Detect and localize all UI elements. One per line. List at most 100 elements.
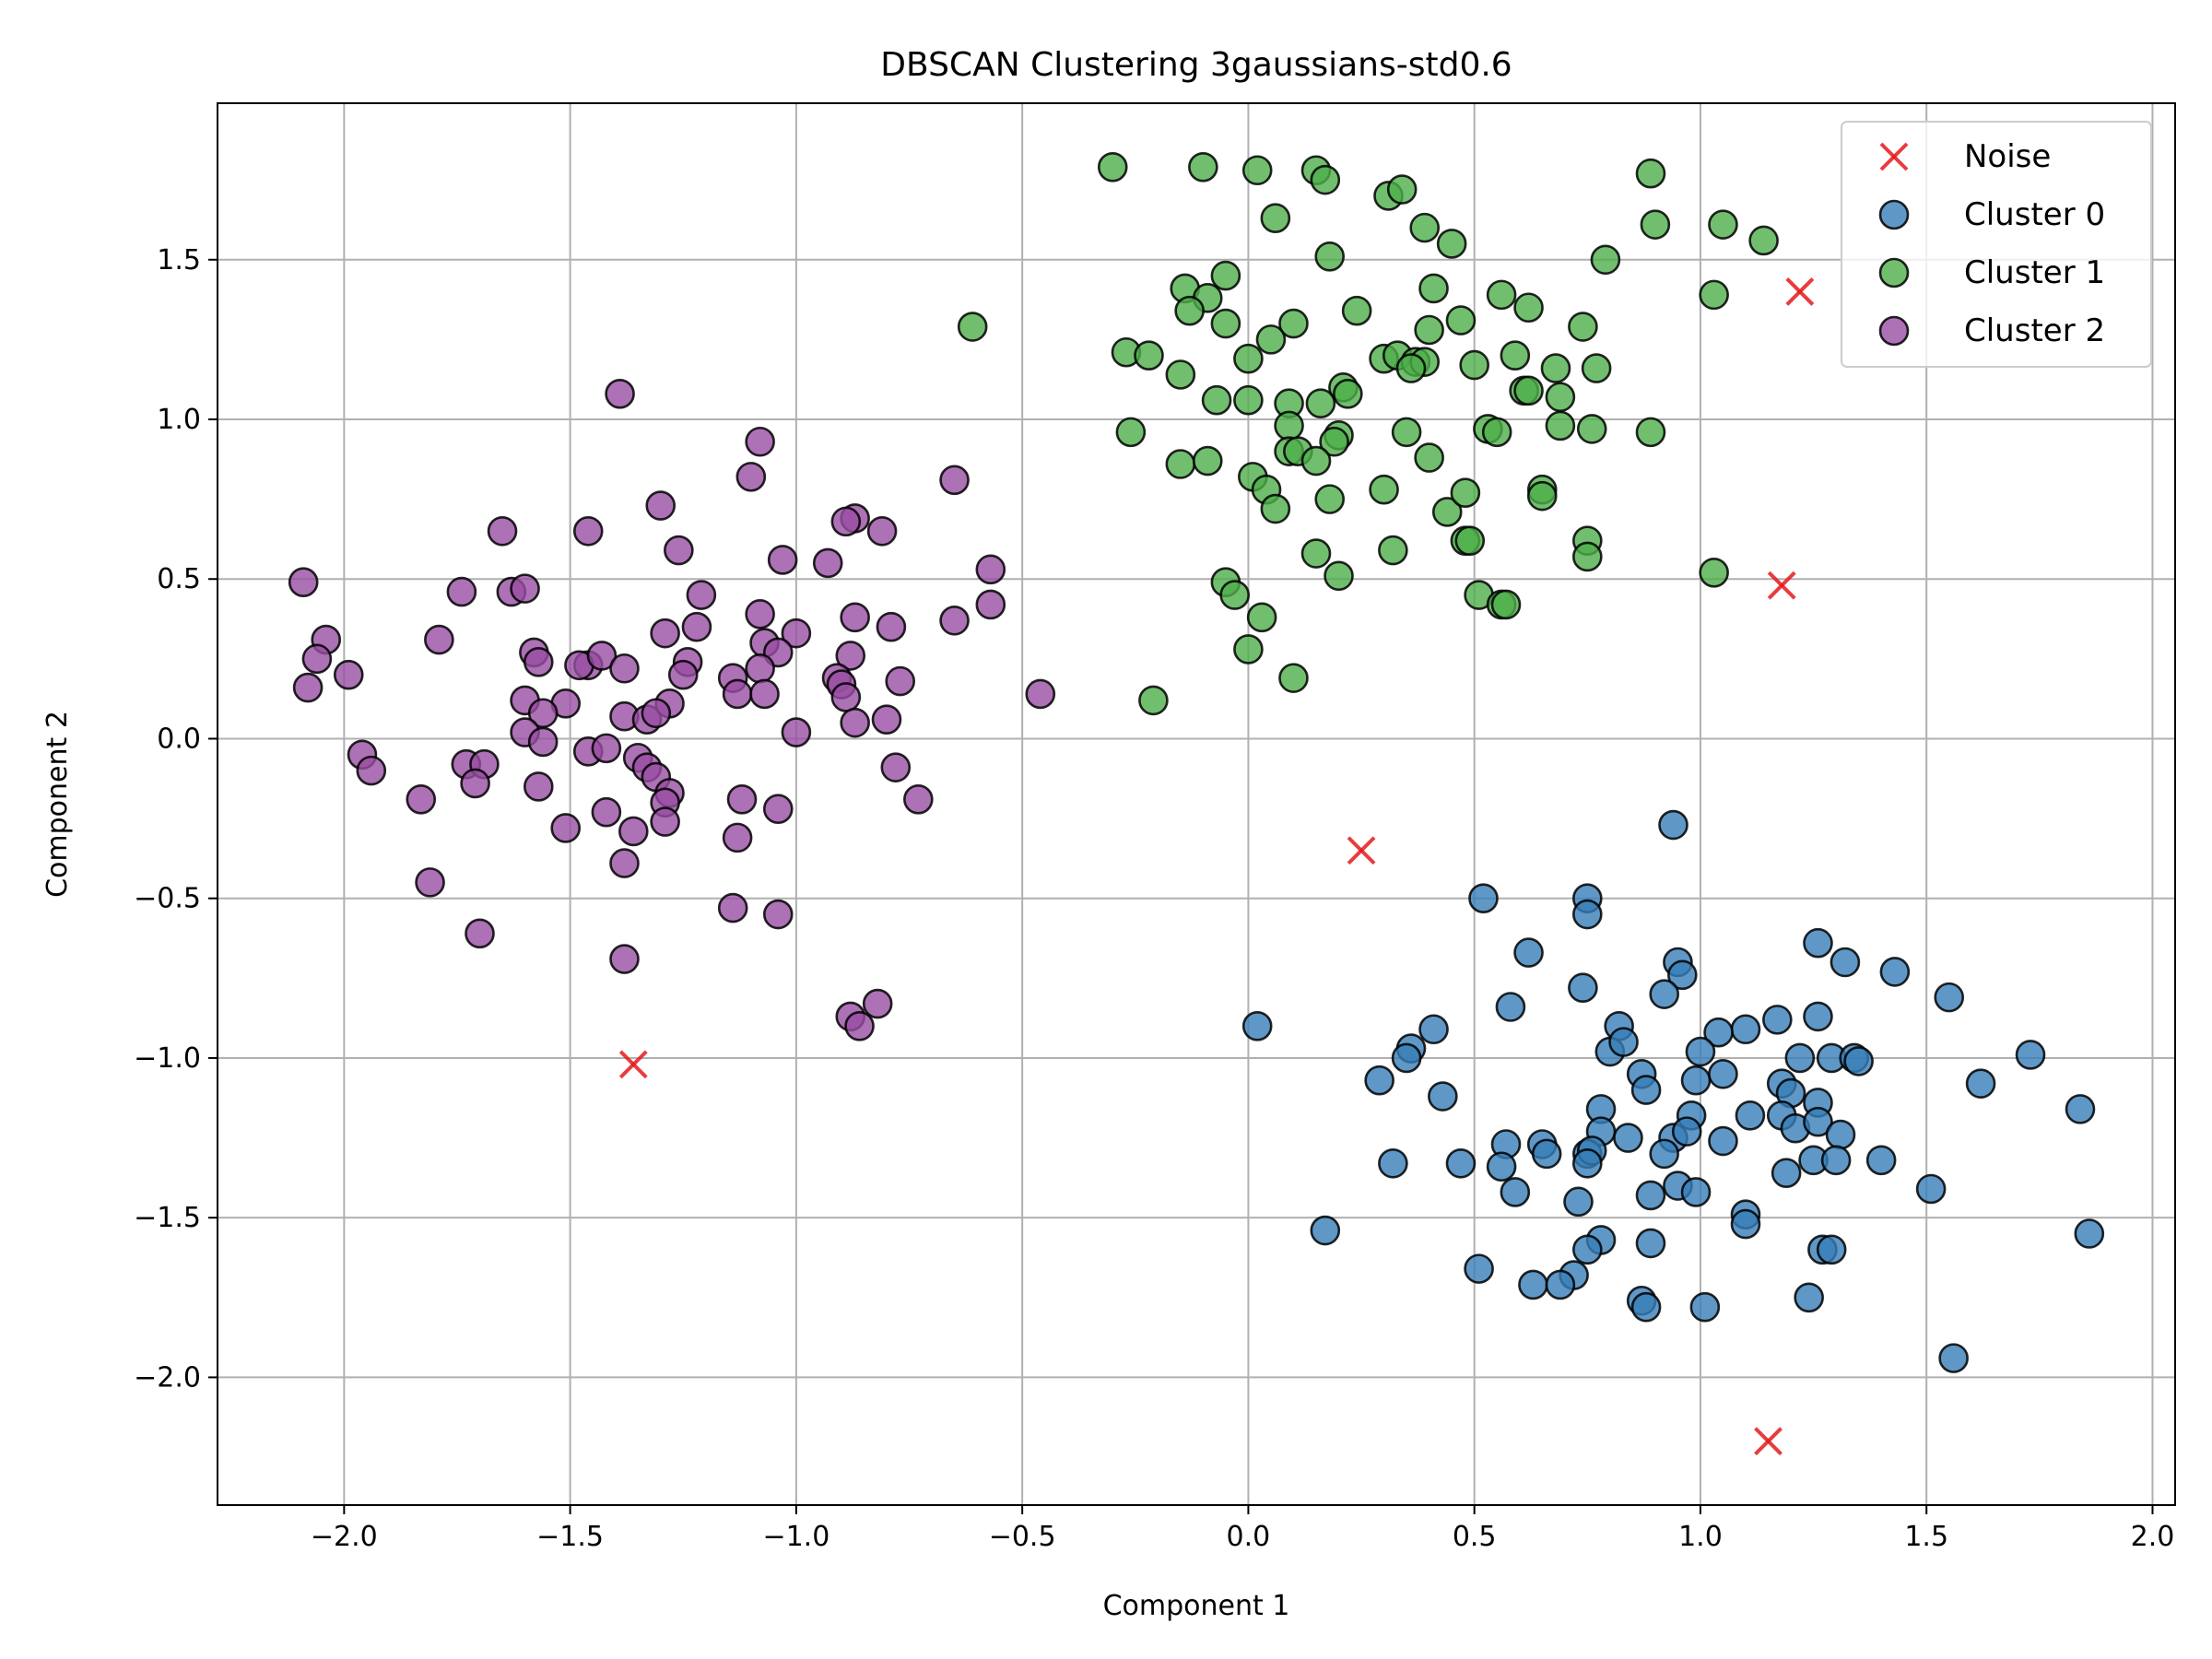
cluster-1-point [1165, 449, 1196, 479]
y-tick-label: 1.0 [157, 404, 201, 436]
cluster-1-point [1134, 340, 1164, 371]
cluster-0-point [1879, 957, 1911, 987]
cluster-2-point [645, 490, 677, 521]
cluster-2-point [292, 672, 324, 703]
x-tick-label: −1.0 [762, 1521, 830, 1553]
cluster-0-point [1762, 1005, 1793, 1035]
cluster-0-point [1658, 809, 1688, 841]
cluster-0-point [1820, 1145, 1852, 1176]
cluster-1-point [1165, 359, 1196, 390]
legend-marker-cluster-1 [1878, 257, 1910, 288]
cluster-0-point [1495, 992, 1526, 1022]
cluster-0-point [1843, 1046, 1874, 1077]
cluster-2-point [745, 599, 775, 629]
cluster-2-point [650, 618, 680, 649]
cluster-2-point [609, 653, 640, 684]
y-tick-label: 0.5 [157, 563, 201, 595]
x-marker-stroke [618, 1050, 648, 1079]
y-axis-label: Component 2 [41, 711, 74, 898]
cluster-1-point [1333, 378, 1363, 409]
cluster-1-point [1369, 474, 1399, 505]
cluster-2-point [722, 678, 753, 710]
cluster-2-point [527, 726, 559, 758]
cluster-1-point [1324, 560, 1354, 592]
cluster-1-point [1486, 279, 1517, 311]
cluster-2-point [885, 665, 916, 697]
cluster-2-point [781, 717, 812, 747]
cluster-2-point [406, 784, 437, 815]
cluster-1-point [1341, 295, 1372, 326]
cluster-1-point [1201, 384, 1232, 416]
cluster-0-point [1630, 1075, 1662, 1105]
cluster-0-point [1608, 1027, 1639, 1057]
cluster-1-point [1274, 410, 1304, 441]
cluster-1-point [1454, 525, 1486, 556]
cluster-1-point [1481, 417, 1512, 448]
cluster-1-point [1319, 426, 1349, 457]
cluster-1-point [1260, 203, 1291, 234]
noise-point [1767, 571, 1796, 600]
x-marker-stroke [1347, 836, 1376, 865]
cluster-0-point [1803, 1106, 1833, 1137]
cluster-2-point [862, 988, 893, 1019]
cluster-1-point [1545, 410, 1576, 441]
cluster-2-point [840, 707, 870, 738]
cluster-2-point [939, 465, 970, 496]
cluster-2-point [762, 794, 794, 824]
cluster-1-point [1188, 151, 1218, 182]
cluster-1-point [1572, 541, 1603, 572]
cluster-2-point [641, 698, 672, 729]
x-marker-stroke [1879, 142, 1909, 171]
cluster-0-point [1531, 1138, 1562, 1170]
cluster-1-point [1395, 353, 1427, 383]
cluster-1-point [1436, 229, 1467, 259]
cluster-1-point [1300, 538, 1332, 569]
cluster-1-point [1748, 225, 1779, 256]
cluster-1-point [1314, 484, 1346, 514]
noise-point [1754, 1427, 1783, 1456]
x-marker-stroke [1785, 277, 1815, 306]
cluster-0-point [1816, 1234, 1847, 1265]
cluster-0-point [1572, 899, 1603, 930]
cluster-1-point [957, 312, 988, 342]
cluster-1-point [1418, 273, 1449, 304]
cluster-2-point [650, 806, 680, 837]
cluster-2-point [415, 867, 445, 898]
cluster-0-point [1671, 1116, 1702, 1147]
cluster-1-point [1097, 151, 1128, 182]
cluster-2-point [465, 918, 495, 949]
cluster-2-point [460, 768, 490, 799]
cluster-0-point [1464, 1253, 1494, 1284]
cluster-1-point [1233, 634, 1264, 665]
noise-point [1347, 836, 1376, 865]
cluster-1-point [1314, 241, 1346, 272]
cluster-0-point [1794, 1282, 1824, 1313]
cluster-2-point [686, 580, 717, 610]
x-tick-label: −0.5 [989, 1521, 1056, 1553]
cluster-0-point [1825, 1119, 1856, 1150]
y-tick-label: 0.0 [157, 723, 201, 755]
cluster-0-point [1735, 1100, 1766, 1131]
cluster-2-point [609, 848, 640, 878]
cluster-2-point [446, 576, 477, 607]
cluster-1-point [1246, 602, 1277, 633]
noise-point [1785, 277, 1815, 306]
axis-ticks: −2.0 −1.5 −1.0 −0.5 0.0 0.5 1.0 1.5 2.0 −2.0 −1.5 −… [134, 244, 2174, 1553]
cluster-2-point [975, 554, 1006, 585]
cluster-0-point [1965, 1068, 1996, 1099]
cluster-1-point [1699, 279, 1729, 311]
cluster-0-point [1310, 1215, 1341, 1246]
legend-marker-cluster-2 [1878, 315, 1910, 347]
cluster-0-point [1468, 883, 1499, 914]
cluster-1-point [1635, 417, 1666, 448]
cluster-2-point [591, 796, 622, 828]
cluster-0-point [1730, 1208, 1761, 1240]
cluster-1-point [1305, 388, 1336, 418]
cluster-0-point [1803, 1001, 1833, 1032]
cluster-2-point [550, 813, 582, 843]
cluster-2-point [288, 567, 319, 598]
cluster-1-point [1590, 244, 1621, 276]
cluster-1-point [1490, 589, 1522, 620]
cluster-0-point [2015, 1040, 2046, 1070]
